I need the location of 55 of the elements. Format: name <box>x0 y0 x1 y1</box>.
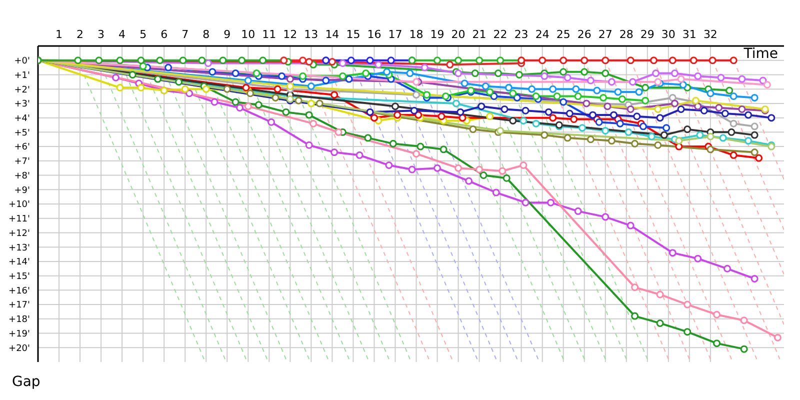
x-tick-label: 32 <box>703 28 718 41</box>
y-tick-label: +16' <box>8 286 30 296</box>
x-tick-label: 1 <box>56 28 63 41</box>
y-tick-label: +4' <box>14 114 30 124</box>
x-tick-label: 26 <box>577 28 592 41</box>
y-tick-label: +15' <box>8 272 30 282</box>
x-tick-label: 4 <box>118 28 126 41</box>
x-tick-label: 21 <box>472 28 486 41</box>
x-tick-label: 11 <box>262 28 276 41</box>
x-tick-label: 8 <box>202 28 210 41</box>
y-tick-label: +8' <box>14 171 30 182</box>
x-tick-label: 9 <box>224 28 231 41</box>
x-axis-title: Time <box>744 46 778 62</box>
x-tick-label: 19 <box>430 28 444 41</box>
y-tick-label: +6' <box>14 142 30 153</box>
x-tick-label: 13 <box>304 28 318 41</box>
x-tick-label: 7 <box>182 28 189 41</box>
y-tick-label: +18' <box>8 315 30 326</box>
x-tick-label: 31 <box>682 28 696 41</box>
y-tick-label: +14' <box>8 258 30 268</box>
y-tick-label: +10' <box>8 200 30 210</box>
y-tick-label: +20' <box>8 344 30 354</box>
x-tick-label: 27 <box>598 28 612 41</box>
y-tick-label: +5' <box>14 128 30 138</box>
x-tick-label: 16 <box>367 28 382 41</box>
y-tick-label: +7' <box>14 157 30 168</box>
y-tick-label: +9' <box>14 186 30 196</box>
x-tick-label: 10 <box>241 28 256 41</box>
x-tick-label: 2 <box>76 28 84 41</box>
x-tick-label: 20 <box>451 28 466 41</box>
y-tick-label: +2' <box>14 85 30 96</box>
y-tick-label: +11' <box>8 214 30 225</box>
x-tick-label: 3 <box>98 28 105 41</box>
x-tick-label: 14 <box>325 28 340 41</box>
y-tick-label: +19' <box>8 329 30 340</box>
x-tick-label: 22 <box>493 28 508 41</box>
y-tick-label: +3' <box>14 100 30 110</box>
y-tick-label: +17' <box>8 300 30 311</box>
y-tick-label: +0' <box>14 56 30 67</box>
y-tick-label: +1' <box>14 70 30 81</box>
x-tick-label: 28 <box>619 28 634 41</box>
x-tick-label: 12 <box>283 28 298 41</box>
x-tick-label: 17 <box>388 28 402 41</box>
x-tick-label: 15 <box>346 28 360 41</box>
x-tick-label: 6 <box>160 28 168 41</box>
y-tick-label: +13' <box>8 243 30 254</box>
x-tick-label: 25 <box>556 28 570 41</box>
y-tick-label: +12' <box>8 228 30 239</box>
x-tick-label: 30 <box>661 28 676 41</box>
x-tick-label: 18 <box>409 28 424 41</box>
x-tick-label: 5 <box>140 28 147 41</box>
x-tick-label: 24 <box>535 28 550 41</box>
x-tick-label: 23 <box>514 28 528 41</box>
y-axis-title: Gap <box>12 374 40 390</box>
x-tick-label: 29 <box>640 28 654 41</box>
